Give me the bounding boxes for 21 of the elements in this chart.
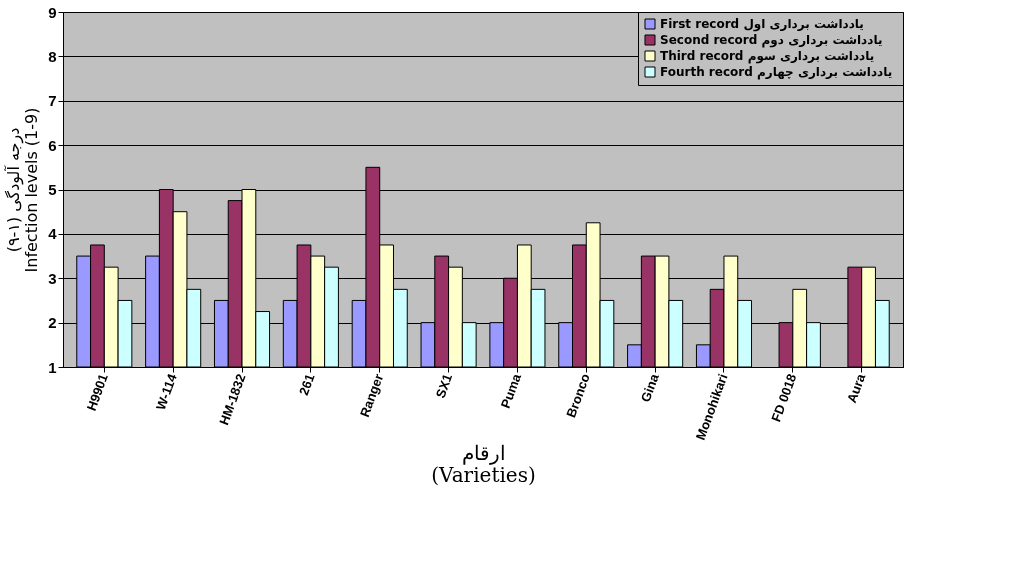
- y-tick-label: 7: [48, 92, 57, 110]
- x-tick-label: Gina: [637, 371, 662, 405]
- y-tick-label: 9: [48, 3, 57, 21]
- x-tick-label: FD 0018: [768, 371, 800, 424]
- legend-label: Fourth record یادداشت برداری چهارم: [660, 65, 893, 80]
- x-tick-label: W-114: [152, 371, 180, 412]
- y-tick-label: 1: [48, 358, 57, 376]
- y-tick-label: 4: [48, 225, 58, 243]
- x-tick-label: H9901: [83, 371, 111, 413]
- y-tick-label: 2: [48, 314, 57, 332]
- x-tick-label: SX1: [432, 371, 456, 400]
- x-tick-label: 261: [295, 371, 318, 398]
- x-tick-label: Puma: [497, 371, 525, 411]
- x-tick-label: Aura: [844, 371, 869, 405]
- y-tick-label: 3: [48, 269, 57, 287]
- legend-label: Second record یادداشت برداری دوم: [660, 33, 883, 48]
- legend-label: Third record یادداشت برداری سوم: [660, 49, 875, 64]
- y-tick-label: 8: [48, 47, 57, 65]
- y-tick-label: 5: [48, 181, 57, 198]
- y-tick-label: 6: [48, 136, 57, 154]
- legend-label: First record یادداشت برداری اول: [660, 17, 864, 32]
